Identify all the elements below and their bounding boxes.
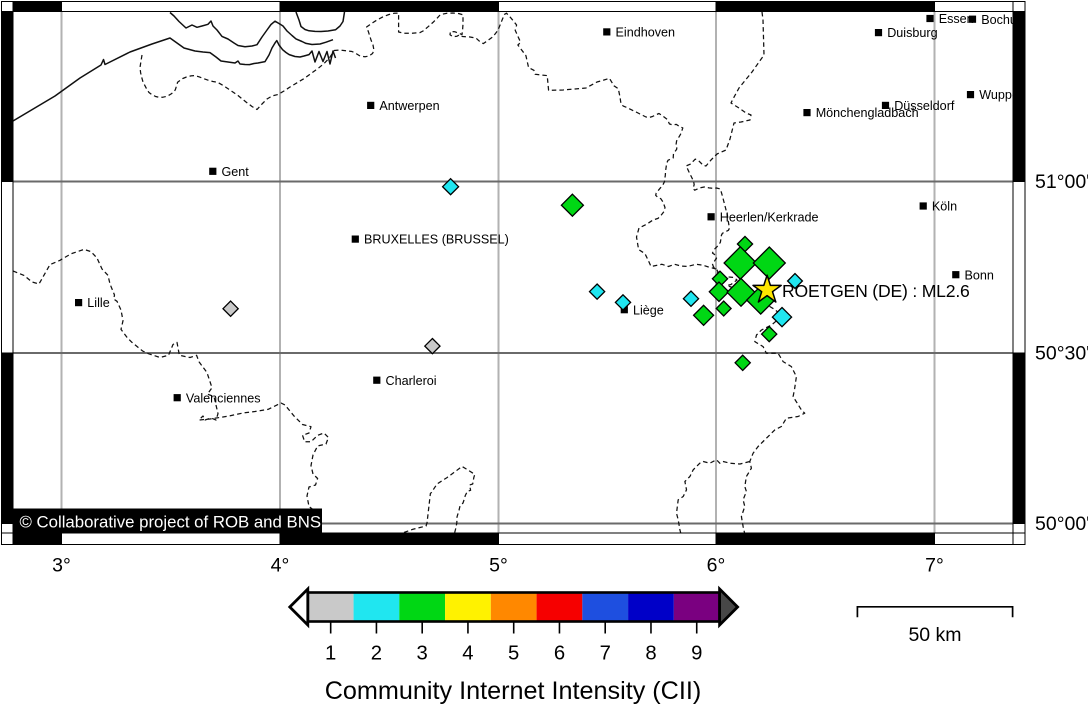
svg-text:Duisburg: Duisburg [887, 26, 937, 40]
svg-text:ROETGEN (DE) : ML2.6: ROETGEN (DE) : ML2.6 [782, 281, 970, 301]
svg-text:Valenciennes: Valenciennes [186, 391, 261, 405]
svg-text:50°00': 50°00' [1035, 513, 1088, 535]
svg-text:3: 3 [417, 643, 428, 665]
svg-text:Mönchengladbach: Mönchengladbach [816, 106, 919, 120]
svg-text:5°: 5° [489, 555, 508, 577]
svg-text:50°30': 50°30' [1035, 343, 1088, 365]
svg-text:3°: 3° [52, 555, 71, 577]
svg-text:Wuppertal: Wuppertal [979, 88, 1036, 102]
svg-text:7°: 7° [925, 555, 944, 577]
svg-text:© Collaborative project of ROB: © Collaborative project of ROB and BNS [20, 513, 322, 532]
svg-text:4°: 4° [271, 555, 290, 577]
svg-text:Bonn: Bonn [965, 268, 994, 282]
svg-text:9: 9 [691, 643, 702, 665]
svg-text:BRUXELLES (BRUSSEL): BRUXELLES (BRUSSEL) [364, 233, 509, 247]
svg-text:Bochum: Bochum [981, 13, 1027, 27]
svg-text:6: 6 [554, 643, 565, 665]
svg-text:51°00': 51°00' [1035, 171, 1088, 193]
svg-text:Essen: Essen [939, 12, 974, 26]
svg-text:Antwerpen: Antwerpen [379, 99, 439, 113]
svg-text:Charleroi: Charleroi [386, 374, 437, 388]
svg-text:2: 2 [371, 643, 382, 665]
svg-text:8: 8 [645, 643, 656, 665]
svg-text:Köln: Köln [932, 200, 957, 214]
svg-text:Düsseldorf: Düsseldorf [894, 99, 955, 113]
svg-text:4: 4 [462, 643, 473, 665]
svg-text:Gent: Gent [222, 165, 250, 179]
svg-text:Liège: Liège [633, 303, 664, 317]
svg-text:Community Internet Intensity (: Community Internet Intensity (CII) [325, 677, 702, 705]
svg-text:6°: 6° [707, 555, 726, 577]
svg-text:Lille: Lille [87, 296, 109, 310]
svg-text:Heerlen/Kerkrade: Heerlen/Kerkrade [720, 210, 819, 224]
svg-text:50 km: 50 km [908, 624, 961, 646]
svg-text:5: 5 [508, 643, 519, 665]
svg-text:Eindhoven: Eindhoven [616, 26, 676, 40]
svg-text:7: 7 [600, 643, 611, 665]
svg-text:1: 1 [325, 643, 336, 665]
